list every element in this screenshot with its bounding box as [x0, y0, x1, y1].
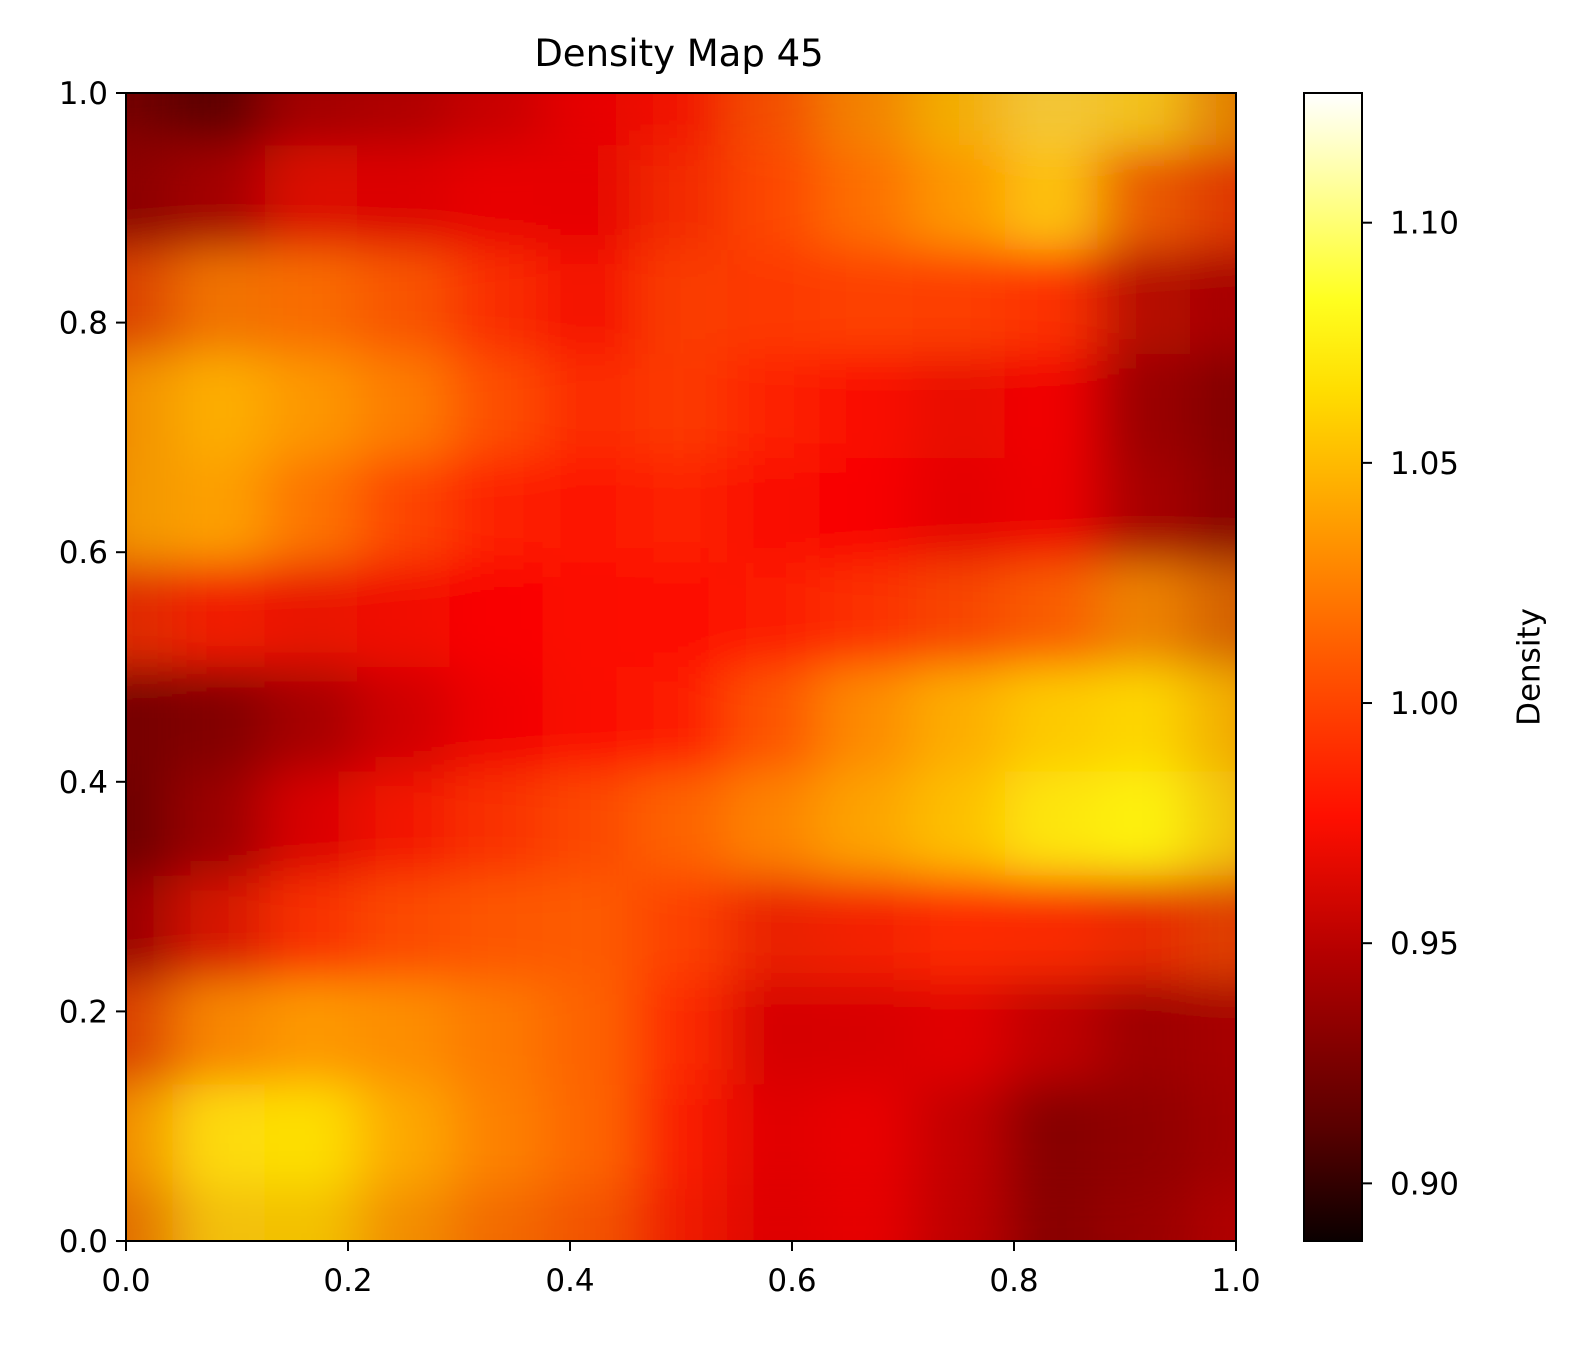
colorbar-label: Density — [1512, 608, 1548, 726]
y-tick-label: 0.8 — [59, 306, 108, 342]
x-tick-label: 0.8 — [989, 1263, 1038, 1299]
chart-title: Density Map 45 — [534, 32, 823, 75]
x-axis: 0.0 0.2 0.4 0.6 0.8 1.0 — [101, 1241, 1261, 1299]
colorbar-tick-label: 0.90 — [1390, 1166, 1459, 1202]
x-tick-label: 1.0 — [1211, 1263, 1260, 1299]
heatmap-cells — [126, 93, 1236, 1241]
x-tick-label: 0.0 — [101, 1263, 150, 1299]
colorbar-tick-label: 1.10 — [1390, 206, 1459, 242]
plot-frame — [125, 92, 1237, 1242]
y-tick-label: 1.0 — [59, 76, 108, 112]
colorbar-frame — [1303, 92, 1363, 1242]
colorbar — [1304, 93, 1362, 1241]
heatmap — [126, 93, 1236, 1241]
y-tick-label: 0.6 — [59, 535, 108, 571]
y-tick-label: 0.2 — [59, 994, 108, 1030]
x-tick-label: 0.4 — [545, 1263, 594, 1299]
colorbar-tick-label: 1.05 — [1390, 446, 1459, 482]
y-tick-label: 0.0 — [59, 1224, 108, 1260]
x-tick-label: 0.6 — [767, 1263, 816, 1299]
colorbar-tick-label: 0.95 — [1390, 926, 1459, 962]
y-tick-label: 0.4 — [59, 765, 108, 801]
colorbar-tick-label: 1.00 — [1390, 686, 1459, 722]
colorbar-ticks: 0.90 0.95 1.00 1.05 1.10 — [1362, 206, 1459, 1202]
heatmap-cell — [1097, 1084, 1236, 1241]
y-axis: 0.0 0.2 0.4 0.6 0.8 1.0 — [59, 76, 126, 1260]
x-tick-label: 0.2 — [323, 1263, 372, 1299]
